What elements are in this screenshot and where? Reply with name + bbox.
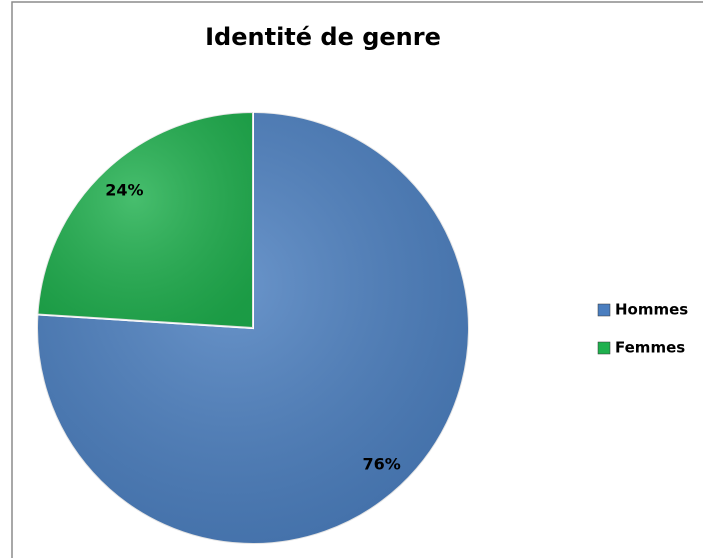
chart-title: Identité de genre — [205, 23, 441, 51]
legend-label: Femmes — [615, 339, 685, 357]
data-label: 76% — [362, 454, 400, 473]
data-label: 24% — [105, 181, 143, 200]
legend-swatch — [597, 341, 611, 355]
legend-swatch — [597, 303, 611, 317]
legend-label: Hommes — [615, 301, 688, 319]
